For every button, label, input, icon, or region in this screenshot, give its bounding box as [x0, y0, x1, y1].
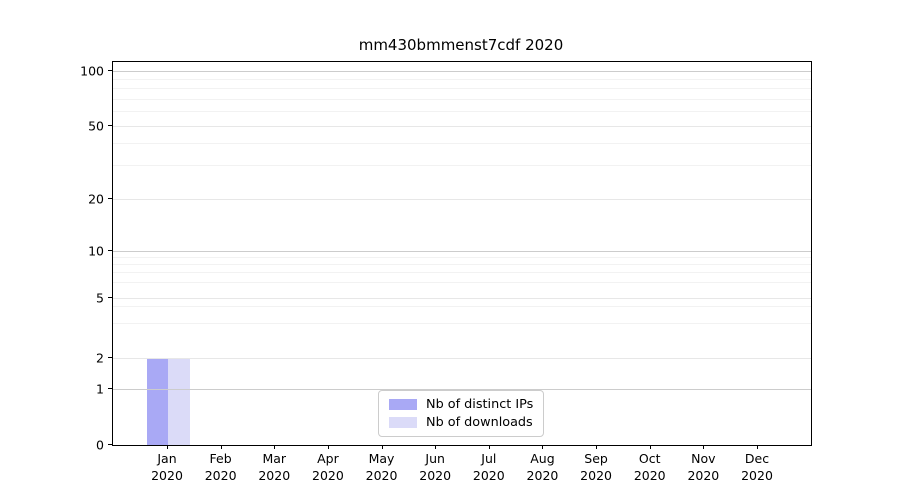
x-tick-year-jan: 2020 [151, 468, 183, 483]
gridline-y-50 [113, 126, 811, 127]
minor-gridline-y-9 [113, 257, 811, 258]
x-tick-month-aug: Aug [530, 451, 555, 466]
y-tick-mark-100 [108, 70, 112, 71]
minor-gridline-y-4 [113, 306, 811, 307]
x-tick-mark-mar [274, 445, 276, 449]
x-tick-label-apr: Apr 2020 [296, 450, 360, 484]
y-tick-mark-1 [108, 388, 112, 389]
gridline-y-10 [113, 251, 811, 252]
x-tick-year-jun: 2020 [419, 468, 452, 483]
x-tick-label-dec: Dec 2020 [725, 450, 789, 484]
x-tick-month-nov: Nov [691, 451, 716, 466]
legend-label-nb-of-distinct-ips: Nb of distinct IPs [426, 397, 534, 412]
chart-title: mm430bmmenst7cdf 2020 [358, 36, 564, 54]
legend: Nb of distinct IPs Nb of downloads [378, 390, 545, 437]
y-tick-label-2: 2 [96, 350, 104, 366]
x-tick-label-jun: Jun 2020 [403, 450, 467, 484]
minor-gridline-y-30 [113, 165, 811, 166]
x-tick-mark-sep [596, 445, 598, 449]
x-tick-month-feb: Feb [209, 451, 232, 466]
x-tick-month-dec: Dec [744, 451, 770, 466]
x-tick-month-apr: Apr [317, 451, 339, 466]
x-tick-label-feb: Feb 2020 [189, 450, 253, 484]
x-tick-year-apr: 2020 [312, 468, 344, 483]
x-tick-month-oct: Oct [638, 451, 661, 466]
x-tick-year-may: 2020 [365, 468, 398, 483]
x-tick-label-jan: Jan 2020 [135, 450, 199, 484]
x-tick-mark-dec [757, 445, 758, 449]
x-tick-mark-jun [435, 445, 437, 449]
y-tick-label-1: 1 [96, 381, 104, 397]
x-tick-mark-jul [488, 445, 490, 449]
legend-row-nb-of-downloads: Nb of downloads [389, 415, 533, 430]
y-tick-label-50: 50 [88, 118, 104, 134]
minor-gridline-y-40 [113, 143, 811, 144]
x-tick-year-mar: 2020 [258, 468, 291, 483]
gridline-y-2 [113, 358, 811, 359]
bar-nb-of-downloads-jan [168, 358, 190, 445]
x-tick-year-feb: 2020 [204, 468, 237, 483]
x-tick-month-sep: Sep [584, 451, 608, 466]
y-tick-label-100: 100 [80, 63, 104, 79]
x-tick-month-jan: Jan [157, 451, 177, 466]
minor-gridline-y-90 [113, 79, 811, 80]
minor-gridline-y-60 [113, 111, 811, 112]
x-tick-year-nov: 2020 [687, 468, 720, 483]
minor-gridline-y-6 [113, 282, 811, 283]
minor-gridline-y-7 [113, 272, 811, 273]
y-tick-mark-10 [108, 250, 112, 251]
x-tick-month-mar: Mar [262, 451, 287, 466]
x-tick-year-dec: 2020 [741, 468, 773, 483]
y-tick-mark-2 [108, 357, 112, 358]
minor-gridline-y-80 [113, 88, 811, 89]
minor-gridline-y-70 [113, 99, 811, 100]
y-tick-mark-50 [108, 125, 112, 126]
y-tick-label-0: 0 [96, 437, 104, 453]
x-tick-year-jul: 2020 [472, 468, 505, 483]
x-tick-mark-jan [167, 445, 168, 449]
x-tick-label-nov: Nov 2020 [671, 450, 735, 484]
bar-nb-of-distinct-ips-jan [146, 358, 168, 445]
y-tick-mark-5 [108, 297, 112, 298]
x-tick-label-sep: Sep 2020 [564, 450, 628, 484]
x-tick-mark-nov [703, 445, 705, 449]
x-tick-mark-may [381, 445, 383, 449]
legend-swatch-nb-of-downloads [389, 417, 417, 428]
legend-label-nb-of-downloads: Nb of downloads [426, 415, 533, 430]
minor-gridline-y-3 [113, 323, 811, 324]
x-tick-label-may: May 2020 [350, 450, 414, 484]
minor-gridline-y-8 [113, 264, 811, 265]
y-tick-mark-0 [108, 444, 112, 445]
legend-swatch-nb-of-distinct-ips [389, 399, 417, 410]
x-tick-year-oct: 2020 [633, 468, 666, 483]
gridline-y-1 [113, 389, 811, 390]
x-tick-label-jul: Jul 2020 [457, 450, 521, 484]
gridline-y-100 [113, 71, 811, 72]
x-tick-year-sep: 2020 [580, 468, 612, 483]
y-tick-label-10: 10 [88, 243, 104, 259]
x-tick-mark-feb [220, 445, 222, 449]
x-tick-month-jul: Jul [481, 451, 497, 466]
y-tick-label-5: 5 [96, 290, 104, 306]
x-tick-month-may: May [368, 451, 395, 466]
x-tick-label-aug: Aug 2020 [510, 450, 574, 484]
gridline-y-20 [113, 199, 811, 200]
plot-area [112, 61, 812, 446]
x-tick-label-mar: Mar 2020 [242, 450, 306, 484]
x-tick-month-jun: Jun [425, 451, 445, 466]
x-tick-mark-apr [327, 445, 329, 449]
x-tick-mark-aug [542, 445, 544, 449]
x-tick-mark-oct [649, 445, 651, 449]
x-tick-label-oct: Oct 2020 [618, 450, 682, 484]
y-tick-label-20: 20 [88, 191, 104, 207]
x-tick-year-aug: 2020 [526, 468, 559, 483]
legend-row-nb-of-distinct-ips: Nb of distinct IPs [389, 397, 533, 412]
gridline-y-5 [113, 298, 811, 299]
y-tick-mark-20 [108, 198, 112, 199]
